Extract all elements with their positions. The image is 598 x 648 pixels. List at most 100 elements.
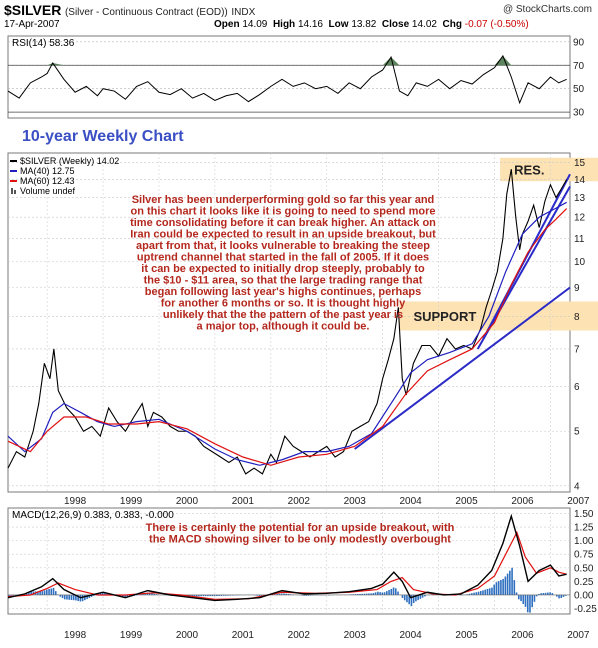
- price-year-label: 2001: [232, 496, 255, 507]
- macd-histogram-bar: [547, 592, 549, 595]
- macd-histogram-bar: [41, 591, 44, 595]
- close-value: 14.02: [411, 19, 437, 30]
- macd-histogram-bar: [30, 591, 32, 595]
- rsi-frame: [7, 35, 571, 119]
- macd-histogram-bar: [274, 594, 276, 595]
- macd-histogram-bar: [388, 590, 390, 595]
- macd-histogram-bar: [491, 587, 493, 595]
- macd-histogram-bar: [564, 594, 567, 596]
- rsi-tick-label: 70: [573, 61, 585, 72]
- macd-histogram-bar: [92, 594, 95, 596]
- macd-histogram-bar: [417, 594, 419, 601]
- macd-year-label: 2000: [176, 630, 199, 641]
- macd-histogram-bar: [392, 587, 395, 595]
- macd-histogram-bar: [397, 591, 399, 595]
- macd-histogram-bar: [394, 588, 397, 595]
- macd-histogram-bar: [549, 592, 551, 595]
- rsi-legend: RSI(14) 58.36: [12, 38, 75, 49]
- macd-histogram-bar: [106, 593, 109, 595]
- macd-histogram-bar: [520, 594, 522, 602]
- macd-histogram-bar: [502, 578, 504, 595]
- macd-histogram-bar: [155, 594, 158, 595]
- macd-histogram-bar: [278, 593, 281, 595]
- macd-histogram-bar: [200, 594, 202, 597]
- macd-histogram-bar: [256, 594, 258, 596]
- macd-histogram-bar: [381, 592, 384, 595]
- macd-histogram-bar: [52, 587, 55, 595]
- macd-histogram-bar: [406, 594, 408, 603]
- macd-histogram-bar: [37, 591, 39, 595]
- macd-histogram-bar: [220, 594, 223, 596]
- macd-histogram-bar: [81, 594, 84, 602]
- ohlc-readout: Open 14.09 High 14.16 Low 13.82 Close 14…: [214, 19, 529, 30]
- macd-histogram-bar: [260, 594, 263, 596]
- macd-annotation: There is certainly the potential for an …: [146, 522, 455, 546]
- macd-histogram-bar: [535, 594, 538, 597]
- macd-histogram-bar: [285, 593, 287, 595]
- chg-label: Chg: [442, 19, 462, 30]
- macd-histogram-bar: [475, 592, 478, 595]
- macd-histogram-bar: [488, 588, 491, 595]
- price-tick-label: 8: [574, 312, 580, 323]
- symbol: $SILVER: [4, 2, 62, 18]
- macd-histogram-bar: [377, 591, 379, 595]
- macd-histogram-bar: [484, 589, 487, 595]
- high-label: High: [272, 19, 296, 30]
- macd-histogram-bar: [383, 592, 386, 595]
- volume-icon: [14, 190, 16, 194]
- high-value: 14.16: [297, 19, 323, 30]
- macd-signal-line: [7, 530, 567, 600]
- macd-histogram-bar: [202, 594, 205, 597]
- macd-frame: [7, 507, 571, 615]
- macd-histogram-bar: [63, 594, 66, 600]
- macd-panel: -0.25 0.00 0.25 0.50 0.75 1.00 1.25 1.50 1998 199…: [7, 507, 597, 641]
- macd-histogram-bar: [495, 582, 498, 595]
- macd-tick-label: 0.25: [574, 577, 594, 588]
- macd-histogram-bar: [424, 594, 426, 597]
- macd-histogram-bar: [153, 593, 155, 595]
- macd-histogram-bar: [280, 593, 283, 595]
- macd-histogram-bar: [408, 594, 410, 605]
- macd-histogram-bar: [544, 592, 547, 595]
- macd-histogram-bar: [70, 594, 73, 600]
- macd-histogram-bar: [216, 594, 218, 597]
- macd-histogram-bar: [86, 594, 88, 600]
- legend-ma60: MA(60) 12.43: [20, 176, 75, 186]
- price-tick-label: 6: [574, 382, 580, 393]
- macd-histogram-bar: [497, 581, 500, 595]
- macd-histogram-bar: [222, 594, 225, 596]
- macd-year-label: 2002: [288, 630, 311, 641]
- macd-histogram-bar: [148, 592, 151, 595]
- macd-histogram-bar: [303, 594, 305, 596]
- macd-histogram-bar: [287, 593, 290, 595]
- open-value: 14.09: [242, 19, 268, 30]
- low-label: Low: [328, 19, 349, 30]
- macd-line: [7, 513, 567, 602]
- macd-histogram-bar: [365, 593, 368, 595]
- macd-histogram-bar: [122, 594, 124, 597]
- open-label: Open: [214, 19, 240, 30]
- macd-histogram-bar: [466, 594, 469, 595]
- macd-histogram-bar: [88, 594, 91, 598]
- price-tick-label: 10: [574, 257, 586, 268]
- macd-histogram-bar: [517, 594, 520, 600]
- macd-histogram-bar: [209, 594, 211, 597]
- macd-year-label: 2004: [400, 630, 423, 641]
- macd-histogram-bar: [473, 592, 475, 595]
- macd-histogram-bar: [410, 594, 413, 607]
- macd-histogram-bar: [477, 591, 480, 595]
- macd-histogram-bar: [359, 593, 361, 595]
- macd-histogram-bar: [509, 570, 511, 595]
- macd-histogram-bar: [151, 593, 153, 595]
- macd-histogram-bar: [142, 593, 144, 595]
- price-tick-label: 15: [574, 158, 586, 169]
- price-tick-label: 12: [574, 213, 586, 224]
- macd-histogram-bar: [72, 594, 75, 601]
- volume-icon: [11, 188, 13, 194]
- legend-price: $SILVER (Weekly) 14.02: [20, 156, 119, 166]
- macd-histogram-bar: [432, 594, 435, 595]
- macd-histogram-bar: [289, 594, 292, 595]
- macd-histogram-bar: [562, 594, 565, 597]
- price-tick-label: 4: [574, 481, 580, 492]
